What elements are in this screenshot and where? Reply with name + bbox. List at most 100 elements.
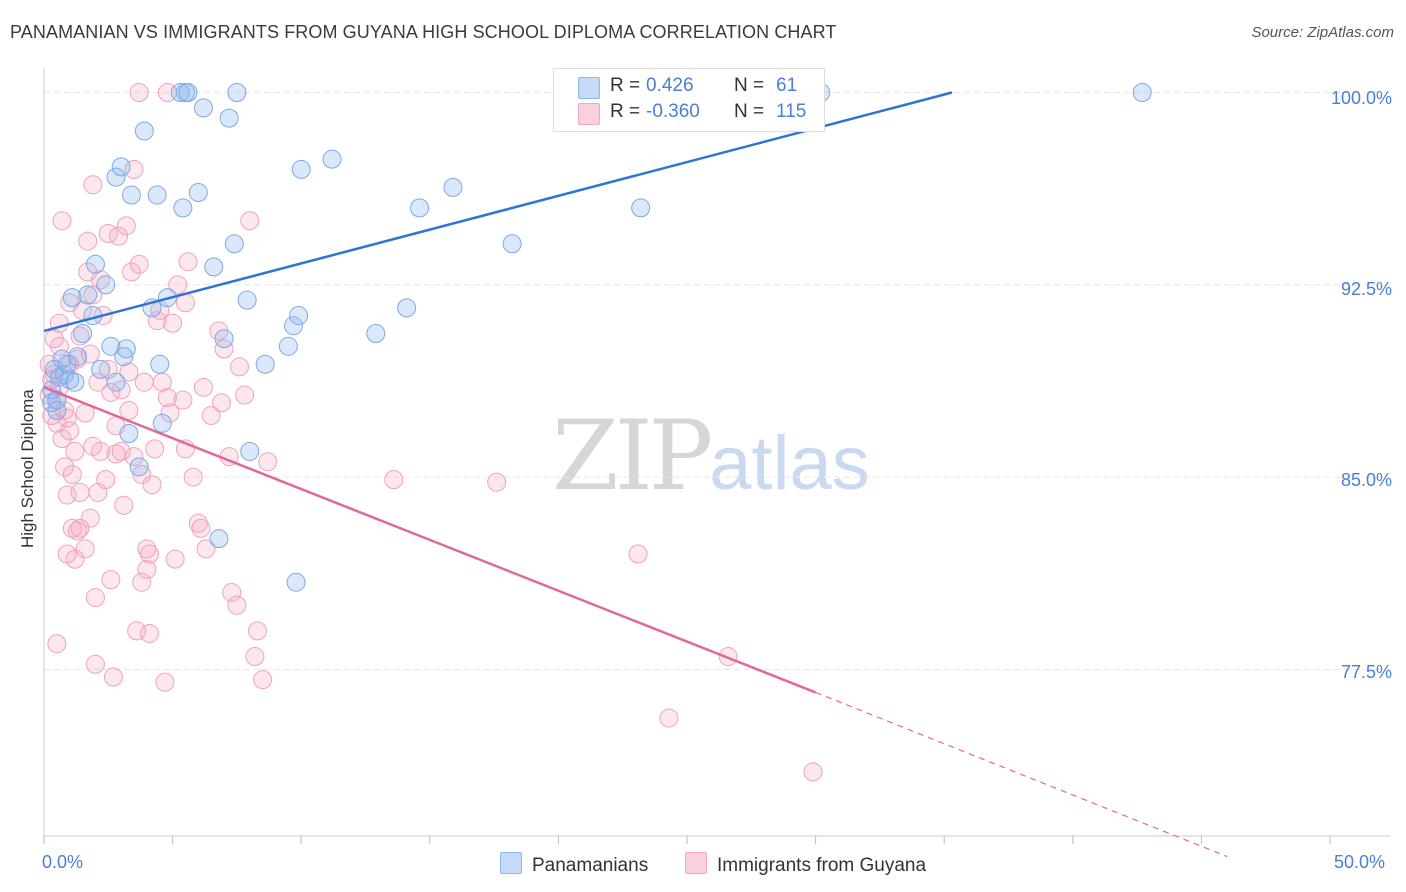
stats-legend: R = 0.426 N = 61 R = -0.360 N = 115	[553, 68, 825, 132]
n-label: N =	[734, 75, 765, 96]
guyana-point	[247, 621, 267, 641]
guyana-point	[67, 521, 87, 541]
r-value: 0.426	[646, 75, 694, 96]
guyana-point	[245, 647, 265, 667]
watermark: ZIPatlas	[552, 400, 870, 512]
panamanians-trend-line	[43, 91, 953, 333]
legend-item-panamanians[interactable]: Panamanians	[500, 852, 648, 877]
panamanian-point	[47, 400, 67, 420]
guyana-point	[52, 429, 72, 449]
guyana-point	[119, 400, 139, 420]
panamanian-point	[193, 98, 213, 118]
guyana-point	[193, 377, 213, 397]
guyana-point	[157, 388, 177, 408]
guyana-point	[70, 518, 90, 538]
guyana-point	[188, 513, 208, 533]
panamanian-point	[73, 324, 93, 344]
panamanian-point	[289, 306, 309, 326]
panamanian-point	[410, 198, 430, 218]
panamanian-point	[150, 354, 170, 374]
guyana-point	[55, 457, 75, 477]
grid-lines	[44, 92, 1390, 670]
guyana-point	[214, 339, 234, 359]
r-value: -0.360	[646, 101, 700, 122]
guyana-point	[139, 623, 159, 643]
panamanian-point	[204, 257, 224, 277]
guyana-point	[145, 439, 165, 459]
panamanian-point	[1132, 83, 1152, 103]
panamanian-point	[152, 413, 172, 433]
panamanian-point	[291, 159, 311, 179]
panamanian-point	[366, 324, 386, 344]
guyana-point	[101, 570, 121, 590]
guyana-point	[384, 470, 404, 490]
guyana-point	[60, 421, 80, 441]
guyana-point	[132, 572, 152, 592]
guyana-point	[78, 231, 98, 251]
guyana-point	[83, 175, 103, 195]
guyana-point	[101, 382, 121, 402]
panamanian-point	[67, 347, 87, 367]
legend-label: Panamanians	[532, 855, 649, 876]
pink-swatch-icon	[578, 103, 600, 125]
panamanian-point	[114, 347, 134, 367]
pink-swatch-icon	[685, 852, 707, 874]
panamanian-point	[62, 288, 82, 308]
panamanian-point	[134, 121, 154, 141]
guyana-point	[65, 441, 85, 461]
n-value: 61	[776, 75, 798, 96]
guyana-point	[201, 406, 221, 426]
guyana-point	[178, 252, 198, 272]
guyana-point	[163, 313, 183, 333]
guyana-point	[75, 539, 95, 559]
panamanian-point	[119, 423, 139, 443]
r-label: R =	[610, 101, 641, 122]
panamanian-point	[178, 83, 198, 103]
blue-swatch-icon	[500, 852, 522, 874]
guyana-point	[803, 762, 823, 782]
y-tick-label: 85.0%	[1340, 470, 1392, 490]
guyana-point	[88, 482, 108, 502]
guyana-trend-extension	[815, 691, 1228, 858]
panamanian-point	[78, 285, 98, 305]
panamanian-point	[631, 198, 651, 218]
guyana-point	[222, 582, 242, 602]
y-axis-label: High School Diploma	[18, 389, 37, 548]
panamanian-point	[60, 370, 80, 390]
panamanian-point	[111, 157, 131, 177]
guyana-point	[57, 544, 77, 564]
legend-item-guyana[interactable]: Immigrants from Guyana	[685, 852, 926, 877]
guyana-point	[229, 357, 249, 377]
panamanian-point	[65, 372, 85, 392]
guyana-point	[129, 83, 149, 103]
guyana-point	[62, 518, 82, 538]
panamanian-point	[188, 182, 208, 202]
guyana-point	[196, 539, 216, 559]
panamanian-point	[209, 529, 229, 549]
x-tick-label-min: 0.0%	[42, 852, 84, 872]
guyana-point	[168, 275, 188, 295]
guyana-point	[62, 465, 82, 485]
panamanian-point	[283, 316, 303, 336]
panamanian-point	[240, 441, 260, 461]
guyana-point	[253, 670, 273, 690]
guyana-point	[109, 226, 129, 246]
guyana-point	[124, 447, 144, 467]
panamanian-point	[255, 354, 275, 374]
panamanian-point	[91, 359, 111, 379]
guyana-point	[139, 544, 159, 564]
guyana-point	[191, 518, 211, 538]
panamanian-point	[52, 349, 72, 369]
guyana-point	[183, 467, 203, 487]
guyana-point	[165, 549, 185, 569]
guyana-point	[52, 211, 72, 231]
y-tick-label: 77.5%	[1340, 662, 1392, 682]
guyana-point	[487, 472, 507, 492]
guyana-point	[173, 390, 193, 410]
panamanian-point	[278, 336, 298, 356]
panamanian-point	[101, 336, 121, 356]
watermark-zip: ZIP	[552, 400, 713, 512]
panamanian-point	[116, 339, 136, 359]
guyana-point	[60, 293, 80, 313]
guyana-point	[70, 326, 90, 346]
